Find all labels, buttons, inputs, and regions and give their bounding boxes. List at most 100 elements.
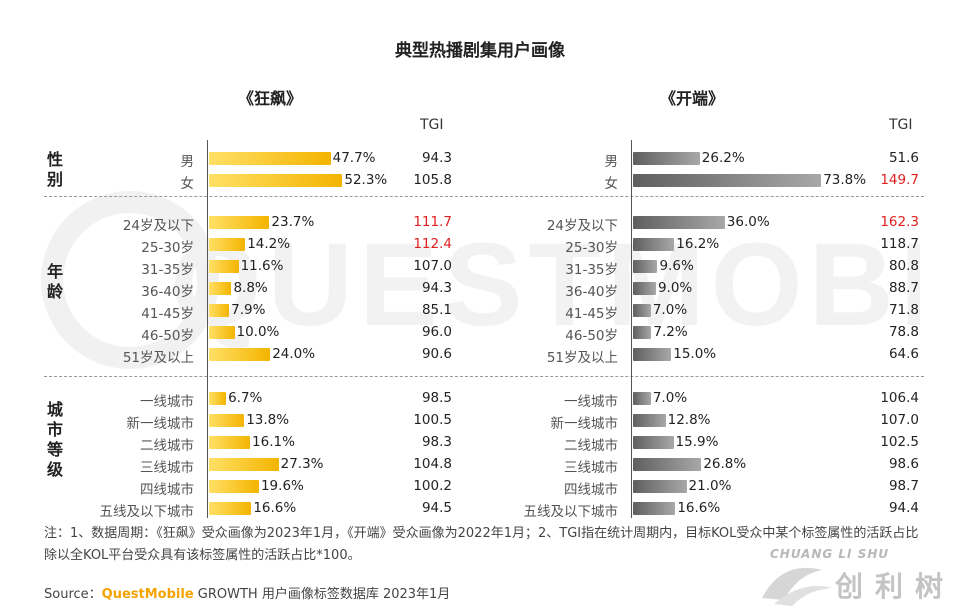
source-suffix: GROWTH 用户画像标签数据库 2023年1月 (193, 587, 451, 602)
bar-value-label: 7.0% (652, 390, 688, 406)
tgi-value: 94.3 (421, 280, 452, 296)
logo-mark (762, 567, 832, 606)
bar-value-label: 11.6% (240, 258, 284, 274)
category-label: 一线城市 (140, 394, 194, 410)
category-label: 二线城市 (140, 438, 194, 454)
tgi-value: 105.8 (413, 172, 452, 188)
source-prefix: Source： (44, 587, 102, 602)
bar-value-label: 26.8% (703, 456, 747, 472)
category-label: 25-30岁 (565, 240, 618, 256)
bar (209, 304, 230, 317)
bar (209, 348, 271, 361)
axis-right (631, 140, 632, 518)
bar (633, 392, 651, 405)
bar-value-label: 16.6% (253, 500, 297, 516)
category-label: 24岁及以下 (546, 218, 618, 234)
bar-value-label: 8.8% (233, 280, 268, 296)
tgi-value: 107.0 (413, 258, 452, 274)
footnote: 注：1、数据周期：《狂飙》受众画像为2023年1月，《开端》受众画像为2022年… (44, 526, 919, 563)
bar-value-label: 23.7% (271, 214, 315, 230)
source-line: Source：QuestMobile GROWTH 用户画像标签数据库 2023… (44, 583, 450, 602)
panel-title-kuangbiao: 《狂飙》 (237, 89, 302, 108)
category-label: 男 (180, 154, 195, 170)
tgi-value: 51.6 (888, 150, 919, 166)
tgi-value: 94.5 (421, 500, 452, 516)
bar-value-label: 21.0% (688, 478, 732, 494)
tgi-value: 88.7 (888, 280, 919, 296)
bar-value-label: 52.3% (344, 172, 388, 188)
tgi-value: 118.7 (880, 236, 919, 252)
category-label: 男 (604, 154, 619, 170)
bar-value-label: 9.6% (659, 258, 694, 274)
bar-value-label: 73.8% (823, 172, 867, 188)
bar (209, 458, 279, 471)
tgi-value: 78.8 (888, 324, 919, 340)
category-label: 新一线城市 (550, 416, 619, 432)
bar-value-label: 36.0% (726, 214, 770, 230)
category-label: 46-50岁 (565, 328, 618, 344)
bar (209, 238, 246, 251)
bar (209, 260, 239, 273)
category-label: 31-35岁 (141, 262, 194, 278)
tgi-value: 80.8 (888, 258, 919, 274)
category-label: 51岁及以上 (122, 350, 194, 366)
tgi-value: 162.3 (880, 214, 919, 230)
category-label: 51岁及以上 (546, 350, 618, 366)
logo-chinese: 创利树 (835, 570, 956, 603)
category-label: 一线城市 (564, 394, 618, 410)
category-label: 五线及以下城市 (99, 504, 195, 520)
category-label: 46-50岁 (141, 328, 194, 344)
bar (209, 480, 259, 493)
tgi-value: 94.3 (421, 150, 452, 166)
category-label: 女 (180, 176, 195, 192)
tgi-value: 96.0 (421, 324, 452, 340)
category-label: 女 (604, 176, 619, 192)
bar-value-label: 7.2% (653, 324, 688, 340)
bar-value-label: 15.9% (675, 434, 719, 450)
bar (633, 436, 674, 449)
source-brand: QuestMobile (101, 587, 194, 602)
panel-title-kaiduan: 《开端》 (659, 89, 724, 108)
bar (633, 238, 675, 251)
bar-value-label: 19.6% (260, 478, 304, 494)
tgi-value: 98.7 (888, 478, 919, 494)
bar-value-label: 16.2% (676, 236, 720, 252)
chart-title: 典型热播剧集用户画像 (395, 41, 565, 61)
bar (633, 348, 672, 361)
tgi-value: 111.7 (413, 214, 452, 230)
section-label-age: 年龄 (46, 262, 63, 301)
tgi-value: 149.7 (880, 172, 919, 188)
tgi-value: 112.4 (413, 236, 452, 252)
bar (633, 458, 702, 471)
tgi-value: 94.4 (888, 500, 919, 516)
tgi-value: 71.8 (888, 302, 919, 318)
tgi-value: 85.1 (421, 302, 452, 318)
tgi-header-left: TGI (420, 117, 444, 133)
bar (633, 282, 656, 295)
bar-value-label: 14.2% (247, 236, 291, 252)
bar (633, 326, 652, 339)
bar (209, 174, 343, 187)
bar (209, 502, 252, 515)
bar-value-label: 12.8% (667, 412, 711, 428)
category-label: 三线城市 (564, 460, 618, 476)
bar-value-label: 9.0% (657, 280, 693, 296)
bar-value-label: 13.8% (246, 412, 290, 428)
bar-value-label: 16.6% (677, 500, 721, 516)
tgi-value: 98.3 (421, 434, 452, 450)
bar (209, 436, 251, 449)
bar-value-label: 10.0% (236, 324, 280, 340)
category-label: 四线城市 (564, 482, 618, 498)
tgi-header-right: TGI (889, 117, 913, 133)
separator-2 (44, 376, 924, 377)
bar (209, 282, 232, 295)
bar (209, 216, 270, 229)
bar-value-label: 47.7% (332, 150, 376, 166)
bar (209, 152, 331, 165)
tgi-value: 107.0 (880, 412, 919, 428)
bar-value-label: 6.7% (228, 390, 263, 406)
tgi-value: 106.4 (880, 390, 919, 406)
bar (209, 392, 227, 405)
category-label: 新一线城市 (126, 416, 195, 432)
